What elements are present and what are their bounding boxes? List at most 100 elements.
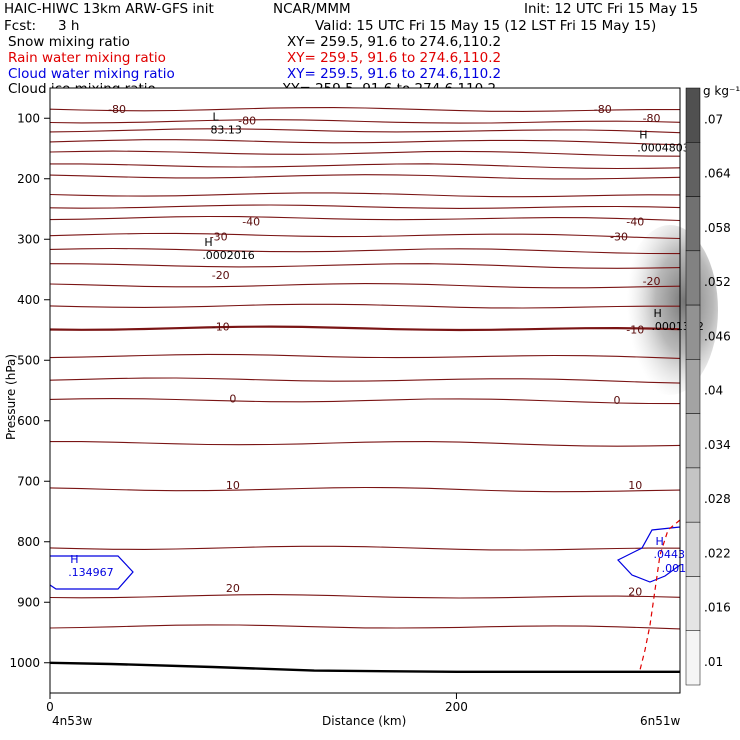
plot-frame xyxy=(49,87,681,694)
colorbar-label: .034 xyxy=(704,438,731,452)
colorbar-swatch xyxy=(685,576,701,631)
temperature-contour xyxy=(49,377,681,384)
extremum-value: .0004803 xyxy=(637,141,690,154)
colorbar-label: .04 xyxy=(704,384,723,398)
contour-label: -20 xyxy=(643,275,661,288)
temperature-contour xyxy=(49,624,681,630)
contour-labels: -80 -80 -80 -80 -40 -40 -30 -30 -20 -20 -10 -10 0 0 10… xyxy=(108,103,660,599)
colorbar-label: .058 xyxy=(704,221,731,235)
temperature-contour xyxy=(49,398,681,405)
y-axis: 100 200 300 400 500 600 700 800 900 1000 xyxy=(9,111,50,670)
colorbar-swatch xyxy=(685,413,701,469)
temperature-contour xyxy=(49,139,681,146)
extremum-marker: H xyxy=(653,307,661,320)
y-tick-label: 800 xyxy=(17,535,40,549)
colorbar: .07 .064 .058 .052 .046 .04 .034 .028 .022 .016 .0… xyxy=(685,87,731,686)
colorbar-swatch xyxy=(685,250,701,306)
y-axis-title: Pressure (hPa) xyxy=(4,354,18,440)
contour-label: -40 xyxy=(242,215,260,228)
colorbar-label: .052 xyxy=(704,275,731,289)
colorbar-label: .01 xyxy=(704,655,723,669)
temperature-contour xyxy=(49,192,681,198)
extremum-value: .134967 xyxy=(68,566,114,579)
temperature-contour xyxy=(49,283,681,289)
colorbar-swatch xyxy=(685,196,701,252)
field-label-rain: Rain water mixing ratio xyxy=(8,50,166,66)
contour-label: -80 xyxy=(108,103,126,116)
temperature-contour xyxy=(50,441,681,447)
x-axis: 0 200 xyxy=(46,693,468,714)
extremum-value: .0002016 xyxy=(202,249,255,262)
header-fcst-value: 3 h xyxy=(58,18,79,34)
contour-label: -80 xyxy=(643,112,661,125)
contour-label: 10 xyxy=(226,479,240,492)
contour-label: -10 xyxy=(626,324,644,337)
surface-pressure-line xyxy=(49,661,680,673)
temperature-contour xyxy=(49,545,681,551)
y-tick-label: 1000 xyxy=(9,656,40,670)
contour-label: -80 xyxy=(594,103,612,116)
temperature-contours xyxy=(49,107,681,630)
y-tick-label: 200 xyxy=(17,172,40,186)
y-tick-label: 900 xyxy=(17,595,40,609)
colorbar-label: .016 xyxy=(704,601,731,615)
colorbar-swatch xyxy=(685,467,701,523)
header-title: HAIC-HIWC 13km ARW-GFS init xyxy=(4,1,214,17)
rain-water-contour xyxy=(639,519,681,671)
contour-label: 10 xyxy=(628,479,642,492)
extremum-marker: L xyxy=(212,110,219,123)
extremum-marker: H xyxy=(204,236,212,249)
surface-pressure-path xyxy=(49,661,680,673)
cloud-water-contour-left xyxy=(49,555,134,590)
contour-label: -30 xyxy=(610,230,628,243)
colorbar-label: .07 xyxy=(704,112,723,126)
x-tick-label: 200 xyxy=(445,700,468,714)
contour-label: -20 xyxy=(212,269,230,282)
contour-label: 20 xyxy=(628,586,642,599)
field-xy-rain: XY= 259.5, 91.6 to 274.6,110.2 xyxy=(287,50,501,66)
colorbar-label: .046 xyxy=(704,329,731,343)
header-init: Init: 12 UTC Fri 15 May 15 xyxy=(524,1,698,17)
temperature-contour xyxy=(49,325,681,332)
extremum-marker: H xyxy=(70,553,78,566)
temperature-contour xyxy=(49,215,681,222)
extremum-value: 83.13 xyxy=(210,123,242,136)
colorbar-swatch xyxy=(685,142,701,197)
contour-label: 0 xyxy=(229,393,236,406)
temperature-contour xyxy=(49,107,680,112)
header-valid: Valid: 15 UTC Fri 15 May 15 (12 LST Fri … xyxy=(315,18,656,34)
colorbar-swatch xyxy=(685,87,701,143)
field-xy-cloud-water: XY= 259.5, 91.6 to 274.6,110.2 xyxy=(287,66,501,82)
temperature-contour xyxy=(50,163,681,170)
colorbar-label: .022 xyxy=(704,546,731,560)
y-tick-label: 300 xyxy=(17,232,40,246)
header-fcst-label: Fcst: xyxy=(4,18,36,34)
colorbar-swatch xyxy=(685,304,701,360)
x-tick-label: 0 xyxy=(46,700,54,714)
cloud-water-contour-right xyxy=(617,526,681,583)
colorbar-label: .028 xyxy=(704,492,731,506)
temperature-contour xyxy=(49,204,681,209)
y-tick-label: 600 xyxy=(17,414,40,428)
left-endpoint-label: 4n53w xyxy=(52,714,93,728)
temperature-contour xyxy=(49,128,681,134)
y-tick-label: 100 xyxy=(17,111,40,125)
contour-label: -80 xyxy=(238,114,256,127)
colorbar-unit: g kg⁻¹ xyxy=(703,84,740,98)
temperature-contour xyxy=(49,263,681,269)
colorbar-swatch xyxy=(685,630,701,686)
field-xy-snow: XY= 259.5, 91.6 to 274.6,110.2 xyxy=(287,34,501,50)
temperature-contour xyxy=(49,303,680,309)
temperature-contour xyxy=(49,174,681,180)
plot-background xyxy=(50,88,680,693)
extremum-marker: H xyxy=(655,535,663,548)
y-tick-label: 400 xyxy=(17,293,40,307)
contour-label: -10 xyxy=(212,321,230,334)
colorbar-label: .064 xyxy=(704,167,731,181)
y-tick-label: 500 xyxy=(17,353,40,367)
contour-label: -30 xyxy=(210,230,228,243)
cloud-ice-shading xyxy=(622,225,718,395)
temperature-contour xyxy=(49,486,681,493)
colorbar-swatch xyxy=(685,521,701,577)
